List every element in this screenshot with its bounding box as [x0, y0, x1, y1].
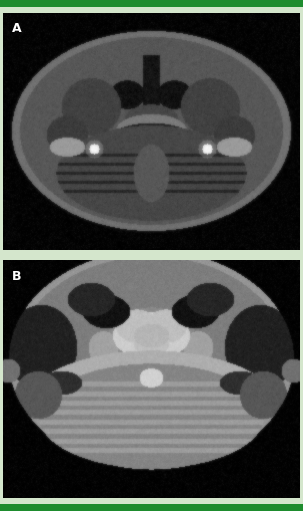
Text: A: A [12, 22, 22, 35]
Text: B: B [12, 270, 22, 283]
